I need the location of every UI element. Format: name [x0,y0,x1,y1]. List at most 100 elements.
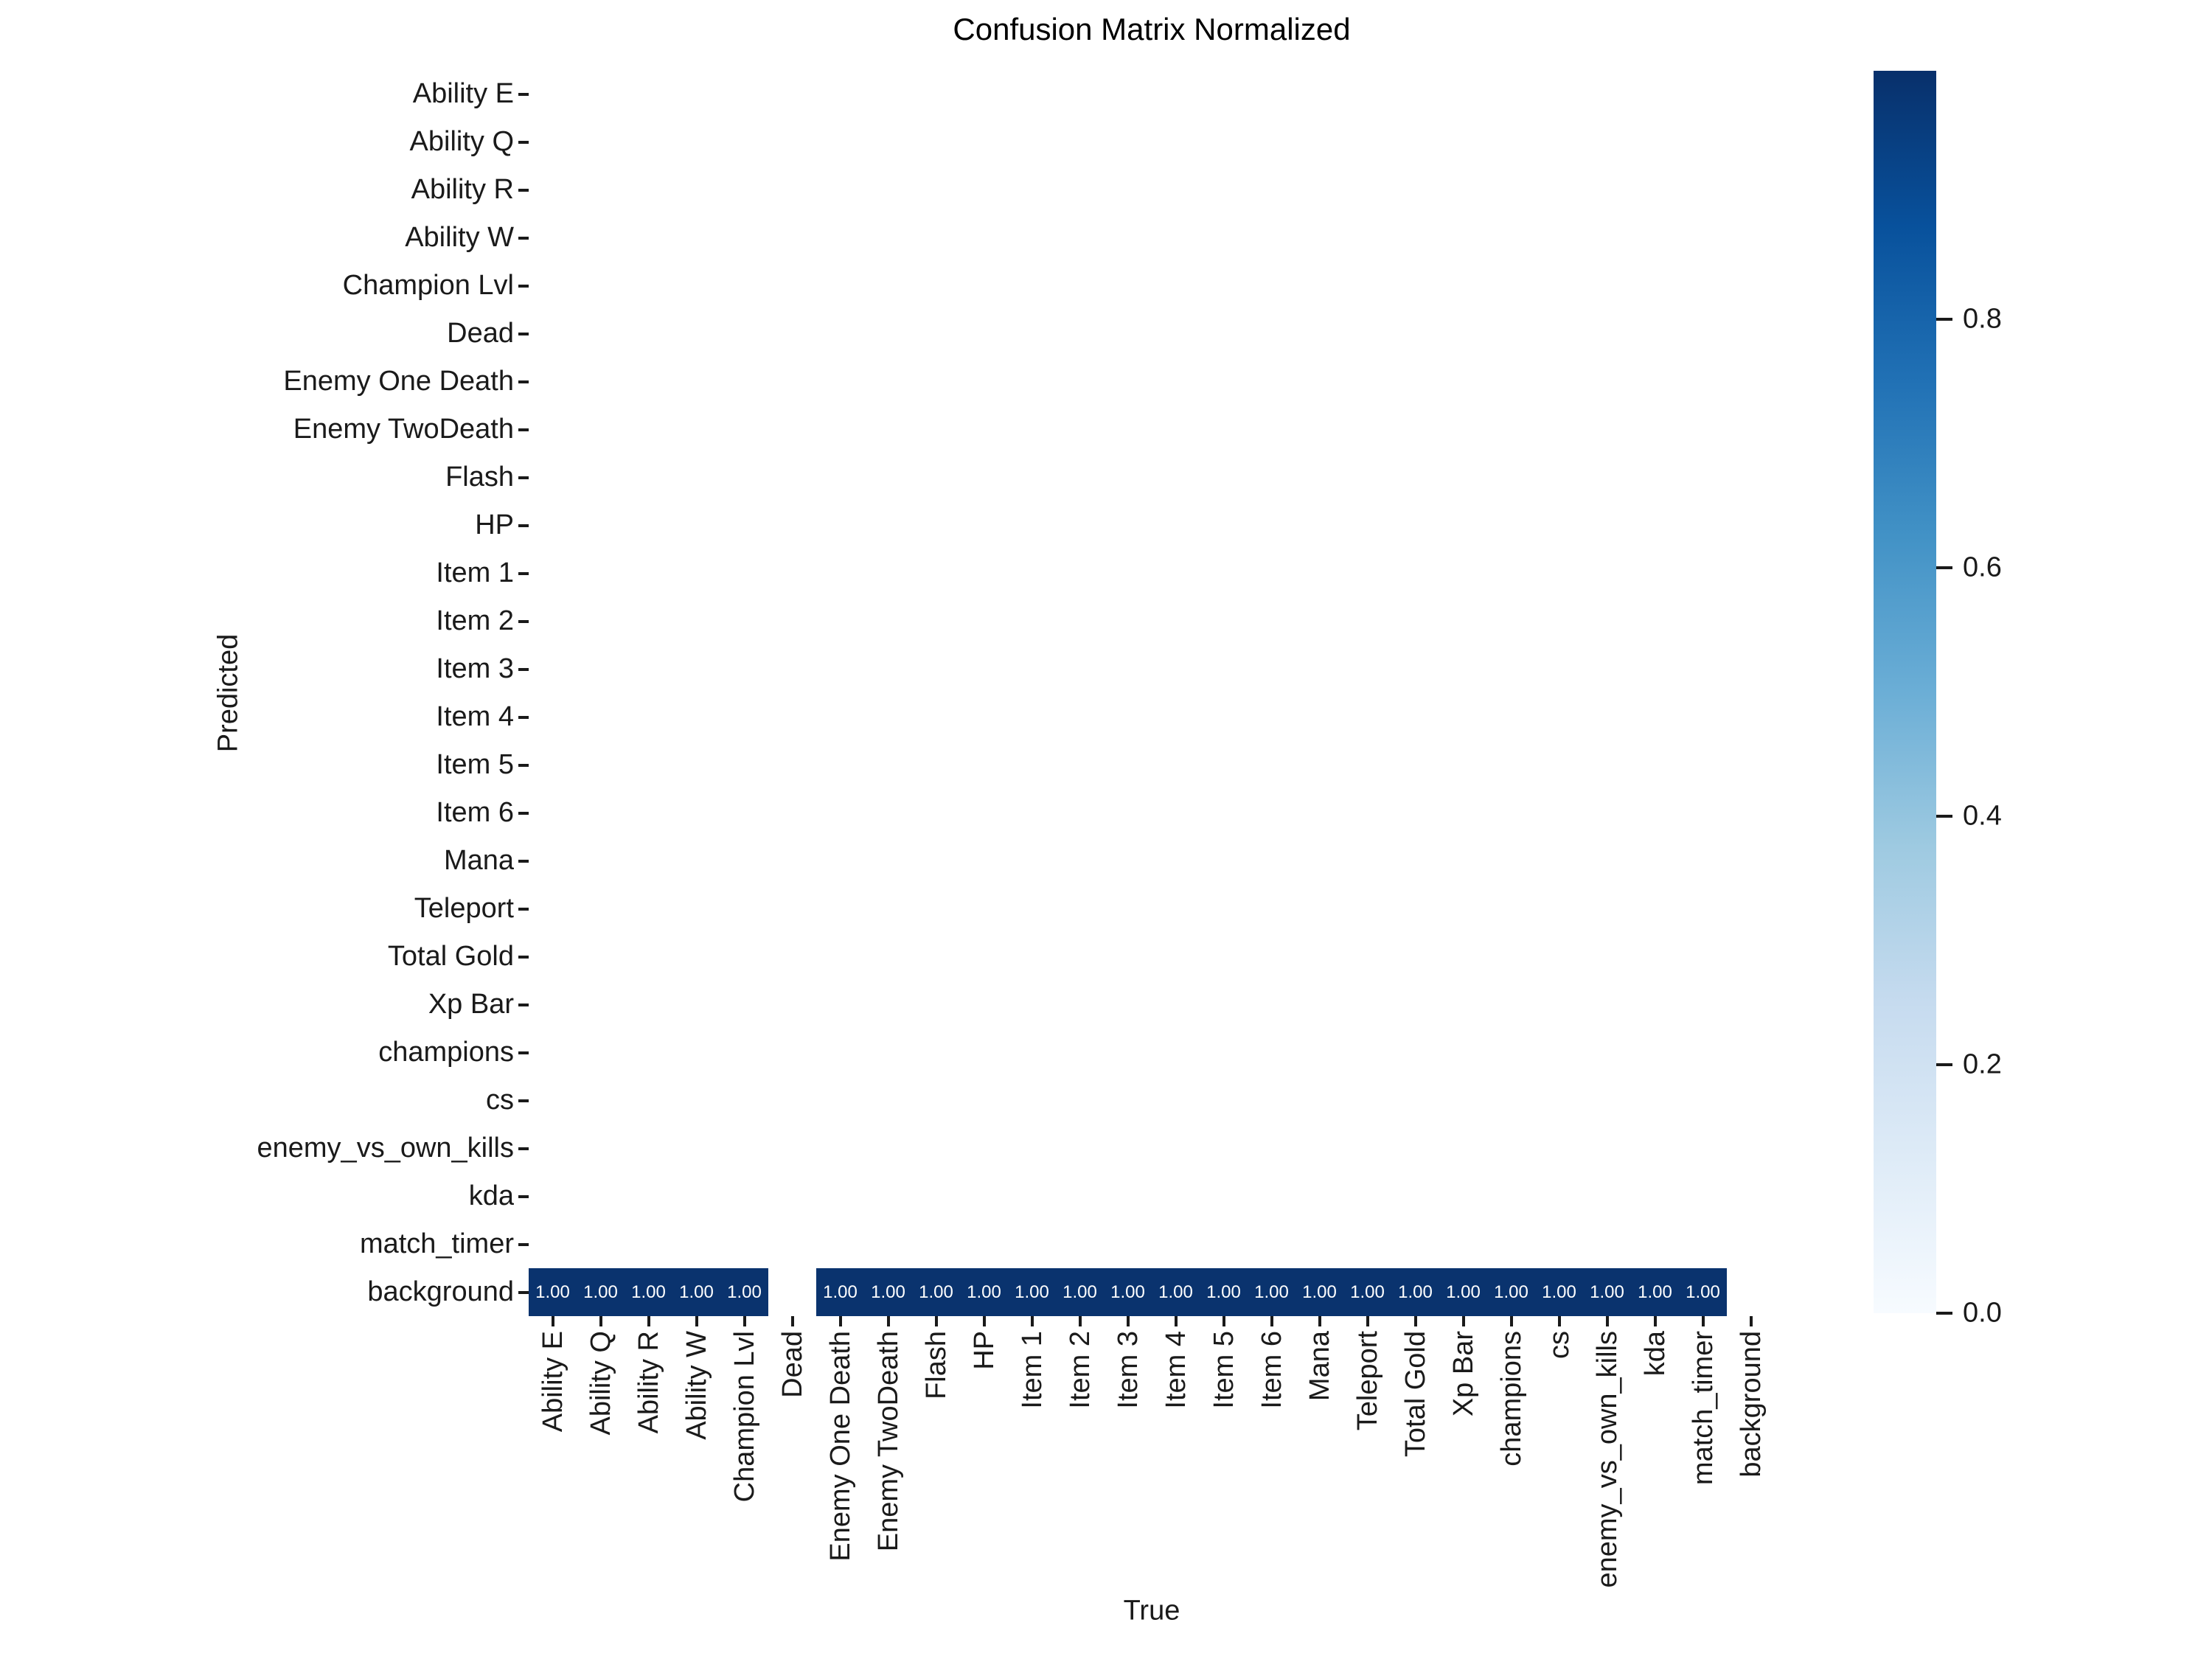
heatmap-cell: 1.00 [1056,1268,1104,1316]
y-tick-mark [518,955,529,959]
y-tick-mark [518,619,529,623]
y-tick-label: Item 6 [436,797,514,828]
heatmap-cell: 1.00 [529,1268,577,1316]
x-tick-mark [790,1316,794,1326]
y-tick-label: Item 4 [436,701,514,732]
x-tick-mark [551,1316,554,1326]
y-tick-label: HP [475,509,514,540]
y-tick-mark [518,140,529,144]
y-tick-mark [518,763,529,767]
x-tick-mark [1126,1316,1130,1326]
x-tick-mark [647,1316,650,1326]
x-tick-label: cs [1543,1331,1575,1359]
y-tick-label: Item 1 [436,557,514,588]
x-tick-label: Dead [776,1331,808,1398]
y-tick-mark [518,571,529,575]
x-axis-title: True [1123,1595,1180,1627]
y-tick-mark [518,667,529,671]
heatmap-cell: 1.00 [1248,1268,1295,1316]
heatmap-cell: 1.00 [1439,1268,1487,1316]
x-tick-label: match_timer [1687,1331,1719,1486]
x-tick-label: Ability R [633,1331,664,1434]
y-tick-label: cs [486,1085,514,1116]
colorbar-gradient [1874,71,1936,1313]
colorbar-tick-mark [1936,1063,1952,1066]
y-tick-mark [518,428,529,431]
y-tick-mark [518,1003,529,1006]
x-tick-mark [1318,1316,1321,1326]
colorbar-tick-label: 0.2 [1963,1048,2002,1080]
y-tick-label: kda [468,1180,514,1211]
x-tick-mark [982,1316,986,1326]
colorbar-tick-label: 0.6 [1963,552,2002,583]
heatmap-cell: 1.00 [816,1268,864,1316]
y-tick-label: Total Gold [387,941,514,972]
x-tick-label: Flash [920,1331,952,1399]
y-tick-label: match_timer [359,1228,514,1259]
y-tick-label: Champion Lvl [342,270,514,301]
y-tick-mark [518,1242,529,1246]
x-tick-mark [1749,1316,1753,1326]
heatmap-cell: 1.00 [1679,1268,1727,1316]
y-tick-label: Item 3 [436,653,514,684]
y-tick-mark [518,380,529,383]
y-tick-label: Enemy TwoDeath [293,414,514,445]
heatmap-cell: 1.00 [577,1268,625,1316]
y-tick-mark [518,524,529,527]
x-tick-label: Item 5 [1208,1331,1239,1409]
x-tick-mark [838,1316,842,1326]
y-tick-label: Ability E [412,78,514,109]
chart-title: Confusion Matrix Normalized [953,12,1351,46]
heatmap-cell: 1.00 [625,1268,672,1316]
heatmap-cell: 1.00 [1487,1268,1535,1316]
x-tick-label: Champion Lvl [728,1331,760,1503]
y-tick-mark [518,1051,529,1054]
colorbar-tick-mark [1936,566,1952,569]
heatmap-cell: 1.00 [720,1268,768,1316]
y-tick-label: Flash [445,462,514,493]
colorbar-tick-label: 0.4 [1963,800,2002,832]
colorbar-tick-mark [1936,815,1952,818]
x-tick-mark [1174,1316,1178,1326]
y-tick-mark [518,284,529,288]
x-tick-label: Xp Bar [1447,1331,1479,1417]
colorbar-tick-mark [1936,318,1952,321]
x-tick-label: HP [968,1331,1000,1370]
x-tick-mark [742,1316,746,1326]
x-tick-mark [1270,1316,1273,1326]
y-tick-label: enemy_vs_own_kills [257,1133,515,1164]
heatmap-plot: 1.00 1.00 1.00 1.00 1.00 1.00 1.00 1.00 1.00 1.00… [529,70,1775,1316]
x-tick-label: champions [1495,1331,1527,1467]
x-tick-mark [695,1316,698,1326]
colorbar-tick-label: 0.8 [1963,303,2002,335]
x-tick-label: kda [1639,1331,1671,1377]
heatmap-cell: 1.00 [672,1268,720,1316]
y-tick-mark [518,1147,529,1150]
y-tick-mark [518,188,529,192]
y-tick-mark [518,236,529,240]
heatmap-cell: 1.00 [1104,1268,1152,1316]
x-tick-mark [934,1316,938,1326]
x-tick-mark [886,1316,890,1326]
y-tick-mark [518,715,529,719]
heatmap-cell: 1.00 [1295,1268,1343,1316]
heatmap-cell: 1.00 [1008,1268,1056,1316]
heatmap-cell: 1.00 [1583,1268,1631,1316]
x-tick-label: Total Gold [1399,1331,1431,1458]
y-tick-label: Dead [447,318,514,349]
x-tick-label: Item 3 [1112,1331,1144,1409]
heatmap-cell: 1.00 [1343,1268,1391,1316]
y-tick-label: Enemy One Death [283,366,514,397]
x-tick-mark [1222,1316,1225,1326]
x-tick-label: Item 2 [1064,1331,1096,1409]
y-tick-label: background [367,1276,514,1307]
x-tick-mark [1701,1316,1705,1326]
x-axis-tick-labels: Ability E Ability Q Ability R Ability W Cham… [529,1331,1775,1588]
heatmap-cell: 1.00 [1391,1268,1439,1316]
y-tick-label: Teleport [414,893,514,924]
y-tick-label: Ability R [411,174,514,205]
y-tick-label: champions [378,1037,514,1068]
x-tick-label: background [1735,1331,1767,1478]
y-tick-mark [518,811,529,815]
